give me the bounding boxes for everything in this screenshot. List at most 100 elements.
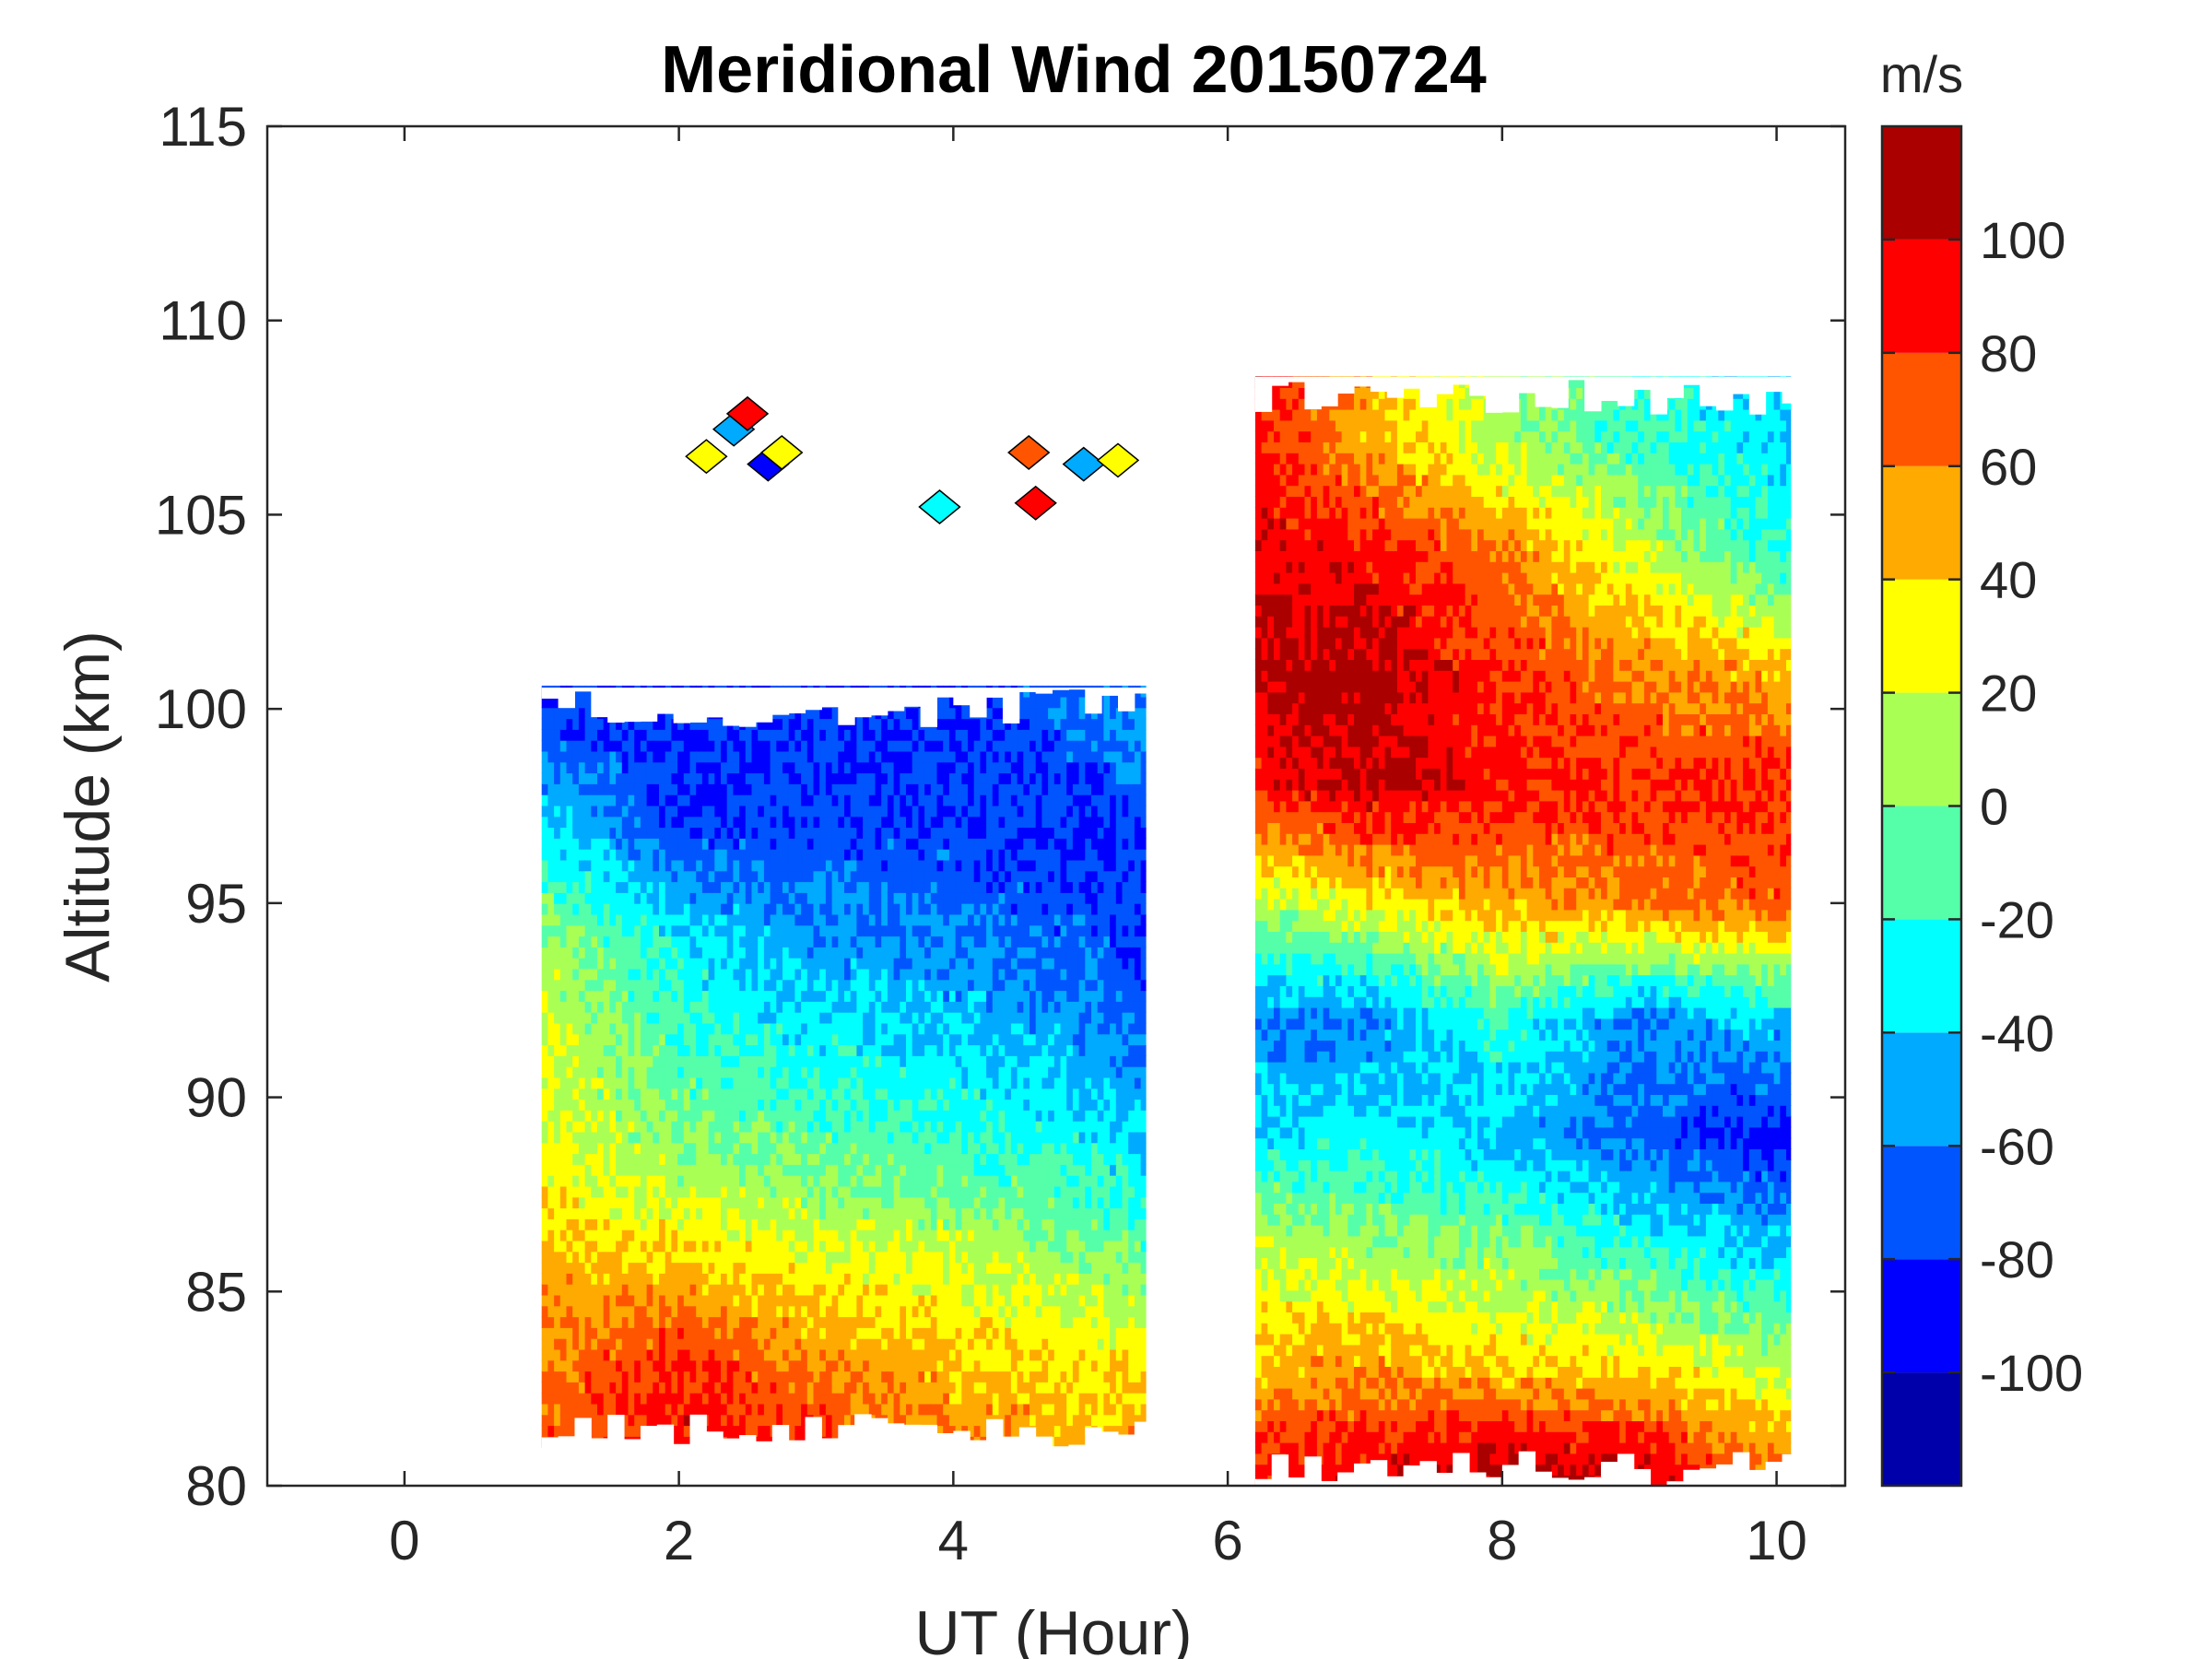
contour-cell — [671, 957, 678, 970]
contour-cell — [930, 1262, 938, 1274]
contour-cell — [566, 1044, 573, 1056]
contour-cell — [572, 794, 580, 806]
contour-cell — [881, 1120, 888, 1133]
contour-cell — [696, 924, 703, 937]
contour-cell — [863, 1273, 870, 1285]
contour-cell — [936, 1207, 944, 1219]
contour-cell — [621, 1382, 629, 1394]
contour-cell — [751, 1185, 759, 1198]
contour-cell — [541, 772, 549, 784]
contour-cell — [813, 816, 820, 829]
contour-cell — [924, 1044, 932, 1056]
contour-cell — [863, 1337, 870, 1350]
contour-cell — [831, 1055, 840, 1067]
contour-cell — [726, 1099, 735, 1111]
contour-cell — [745, 848, 753, 861]
contour-cell — [751, 794, 759, 806]
contour-cell — [708, 1033, 716, 1046]
contour-cell — [900, 1120, 907, 1133]
contour-cell — [943, 1142, 950, 1155]
contour-cell — [591, 1316, 598, 1328]
contour-cell — [763, 783, 771, 795]
contour-cell — [825, 783, 833, 795]
contour-cell — [813, 881, 820, 893]
contour-cell — [918, 1294, 925, 1307]
contour-cell — [955, 772, 963, 784]
contour-cell — [973, 859, 982, 872]
contour-cell — [739, 870, 747, 883]
contour-cell — [739, 979, 747, 992]
contour-cell — [788, 1174, 796, 1187]
contour-cell — [906, 848, 913, 861]
contour-cell — [838, 859, 845, 872]
contour-cell — [906, 1055, 913, 1067]
contour-cell — [628, 729, 635, 741]
contour-cell — [714, 1022, 722, 1035]
contour-cell — [955, 1251, 963, 1264]
contour-cell — [628, 1382, 635, 1394]
contour-cell — [616, 924, 623, 937]
contour-cell — [640, 1196, 648, 1209]
contour-cell — [634, 1077, 641, 1089]
contour-cell — [714, 848, 722, 861]
contour-cell — [850, 1055, 858, 1067]
contour-cell — [733, 1033, 740, 1046]
contour-cell — [961, 1196, 969, 1209]
contour-cell — [566, 913, 573, 926]
contour-cell — [541, 1001, 549, 1013]
contour-cell — [782, 1283, 790, 1296]
contour-cell — [770, 1392, 778, 1405]
contour-cell — [881, 761, 888, 774]
contour-cell — [559, 1077, 568, 1089]
contour-cell — [671, 947, 678, 959]
contour-cell — [572, 892, 580, 904]
contour-cell — [924, 1229, 932, 1241]
contour-cell — [924, 1240, 932, 1253]
contour-cell — [868, 1077, 877, 1089]
contour-cell — [559, 1174, 568, 1187]
contour-cell — [653, 805, 660, 818]
contour-cell — [547, 859, 555, 872]
contour-cell — [838, 761, 845, 774]
contour-cell — [677, 968, 685, 981]
contour-cell — [689, 1218, 697, 1230]
contour-cell — [745, 924, 753, 937]
contour-cell — [844, 1414, 852, 1427]
contour-cell — [961, 935, 969, 947]
contour-cell — [856, 1218, 864, 1230]
contour-cell — [696, 750, 703, 763]
contour-cell — [745, 1294, 753, 1307]
contour-cell — [801, 761, 808, 774]
contour-cell — [973, 1055, 982, 1067]
contour-cell — [794, 957, 802, 970]
contour-cell — [597, 1120, 605, 1133]
contour-cell — [763, 794, 771, 806]
contour-cell — [547, 1153, 555, 1165]
contour-cell — [726, 1110, 735, 1122]
contour-cell — [794, 1316, 802, 1328]
contour-cell — [770, 1185, 778, 1198]
contour-cell — [948, 1044, 957, 1056]
contour-cell — [653, 739, 660, 752]
contour-cell — [776, 1403, 783, 1416]
contour-cell — [708, 794, 716, 806]
contour-cell — [863, 1011, 870, 1024]
contour-cell — [621, 859, 629, 872]
contour-cell — [776, 761, 783, 774]
contour-cell — [825, 794, 833, 806]
contour-cell — [887, 783, 895, 795]
contour-cell — [609, 739, 617, 752]
contour-cell — [961, 772, 969, 784]
contour-cell — [782, 859, 790, 872]
contour-cell — [603, 1337, 611, 1350]
contour-cell — [918, 848, 925, 861]
contour-cell — [739, 881, 747, 893]
contour-cell — [794, 1229, 802, 1241]
contour-cell — [739, 783, 747, 795]
contour-cell — [801, 1131, 808, 1144]
contour-cell — [831, 957, 840, 970]
contour-cell — [578, 1142, 586, 1155]
contour-cell — [806, 913, 815, 926]
contour-cell — [924, 1131, 932, 1144]
contour-cell — [806, 1392, 815, 1405]
